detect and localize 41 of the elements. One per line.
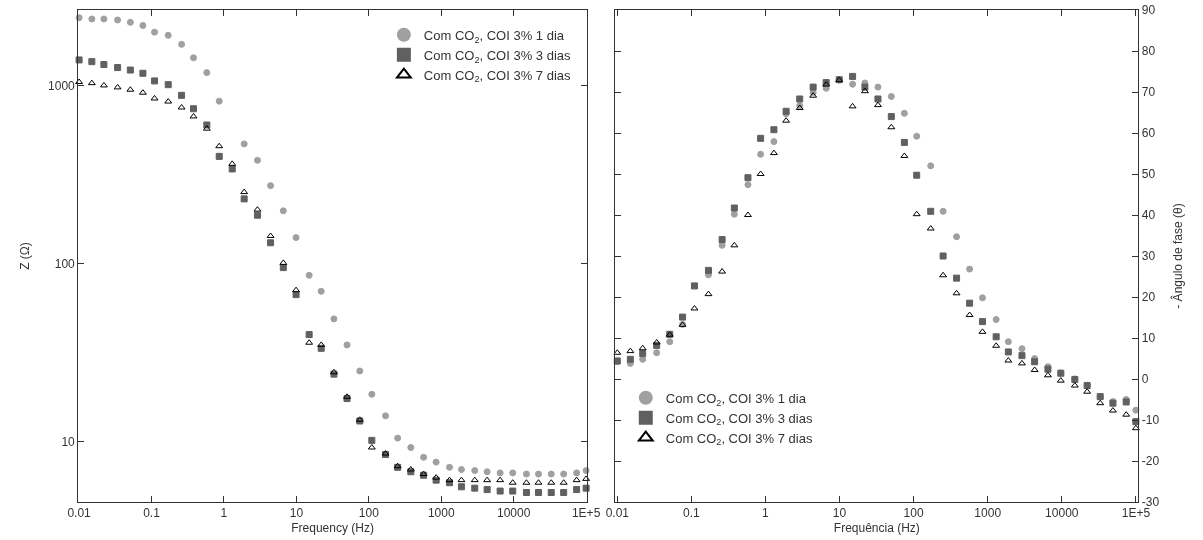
y2-tick-label: 50	[1141, 167, 1156, 182]
y2-tick-label: -10	[1141, 413, 1160, 428]
x-tick-label: 1	[220, 506, 228, 521]
y2-tick-label: 20	[1141, 290, 1156, 305]
x-tick-label: 1E+5	[1121, 506, 1151, 521]
y2-tick-label: 40	[1141, 208, 1156, 223]
y2-axis-title: - Ângulo de fase (θ)	[1170, 203, 1186, 309]
x-tick-label: 1000	[427, 506, 455, 521]
legend-label: Com CO$_{2}$, COI 3% 3 dias	[665, 410, 813, 428]
x-tick-label: 10000	[1045, 506, 1079, 521]
y2-tick-label: 0	[1141, 372, 1149, 387]
y-tick-label: 10	[61, 435, 76, 450]
x-tick-label: 0.1	[143, 506, 161, 521]
x-axis-title: Frequência (Hz)	[833, 521, 920, 536]
y2-tick-label: -20	[1141, 454, 1160, 469]
x-tick-label: 10	[289, 506, 304, 521]
y2-tick-label: 10	[1141, 331, 1156, 346]
x-axis-title: Frequency (Hz)	[291, 521, 374, 536]
legend-label: Com CO$_{2}$, COI 3% 3 dias	[423, 47, 572, 65]
x-tick-label: 0.01	[67, 506, 92, 521]
x-tick-label: 1	[762, 506, 770, 521]
x-tick-label: 10	[832, 506, 847, 521]
legend-label: Com CO$_{2}$, COI 3% 7 dias	[423, 67, 572, 85]
x-tick-label: 10000	[497, 506, 531, 521]
x-tick-label: 1000	[974, 506, 1002, 521]
y-axis-title: Z (Ω)	[18, 242, 33, 270]
legend-label: Com CO$_{2}$, COI 3% 7 dias	[665, 430, 813, 448]
y-tick-label: 100	[54, 256, 76, 271]
y2-tick-label: 30	[1141, 249, 1156, 264]
x-tick-label: 1E+5	[571, 506, 601, 521]
x-tick-label: 100	[358, 506, 380, 521]
y2-tick-label: 60	[1141, 126, 1156, 141]
legend-label: Com CO$_{2}$, COI 3% 1 dia	[423, 27, 565, 45]
x-tick-label: 100	[903, 506, 924, 521]
y2-tick-label: 70	[1141, 85, 1156, 100]
legend-label: Com CO$_{2}$, COI 3% 1 dia	[665, 390, 807, 408]
y-tick-label: 1000	[48, 78, 76, 93]
y2-tick-label: 80	[1141, 44, 1156, 59]
y2-tick-label: 90	[1141, 3, 1156, 18]
x-tick-label: 0.01	[605, 506, 630, 521]
x-tick-label: 0.1	[683, 506, 701, 521]
